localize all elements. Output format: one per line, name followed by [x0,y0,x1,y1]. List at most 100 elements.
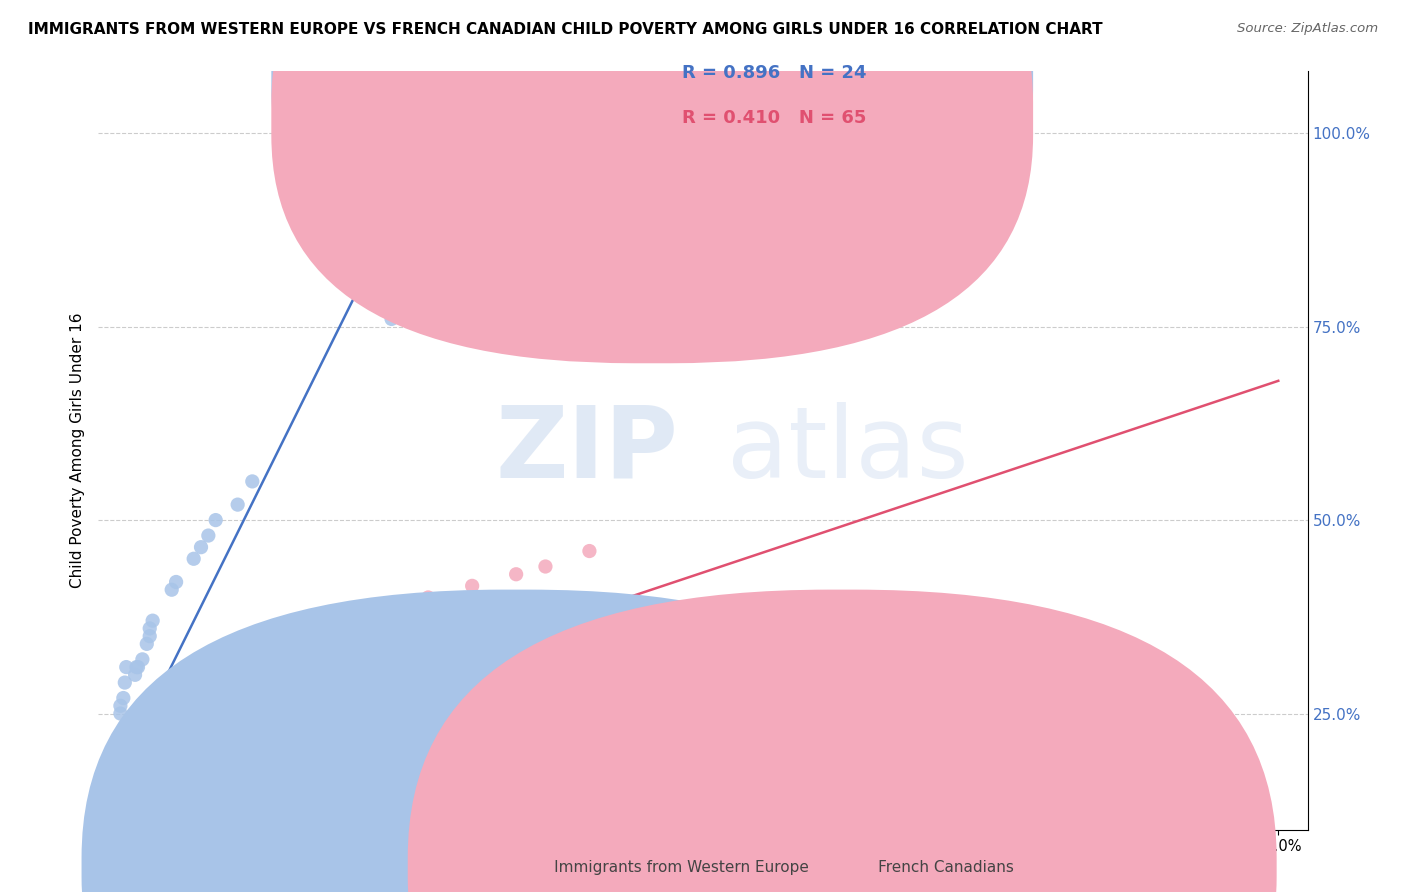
Point [180,703,202,717]
Text: R = 0.410   N = 65: R = 0.410 N = 65 [682,110,868,128]
Point [156,722,179,736]
Point [131,652,153,666]
Point [142,614,165,628]
Point [110,698,132,713]
Point [204,683,226,698]
Y-axis label: Child Poverty Among Girls Under 16: Child Poverty Among Girls Under 16 [69,313,84,588]
Point [165,574,187,589]
Point [226,675,249,690]
Point [120,761,142,775]
Point [226,668,249,682]
Point [114,780,136,794]
Point [240,660,263,674]
Point [343,621,366,635]
Point [125,660,148,674]
Point [122,768,145,782]
Point [124,768,146,782]
Point [240,664,263,678]
Point [110,706,132,721]
Point [135,749,157,764]
Point [135,637,157,651]
Point [388,296,411,310]
Text: Source: ZipAtlas.com: Source: ZipAtlas.com [1237,22,1378,36]
Point [101,776,124,790]
FancyBboxPatch shape [271,0,1033,363]
FancyBboxPatch shape [408,590,1277,892]
Point [176,706,198,721]
Point [534,559,557,574]
Point [190,691,212,706]
Text: Immigrants from Western Europe: Immigrants from Western Europe [520,861,808,875]
Point [197,687,219,701]
Point [121,772,143,787]
Point [127,764,149,779]
Point [418,142,440,156]
Point [167,714,190,729]
Point [101,772,124,787]
Point [200,691,222,706]
Point [1047,780,1070,794]
Point [388,598,411,612]
Point [461,579,484,593]
Point [107,784,129,798]
Point [578,544,600,558]
Point [194,695,217,709]
FancyBboxPatch shape [613,33,932,155]
Point [138,738,160,752]
Point [94,768,117,782]
Point [138,745,160,759]
Point [101,772,124,787]
Point [110,780,132,794]
Point [197,528,219,542]
Point [118,764,141,779]
Point [212,680,235,694]
Point [170,710,193,724]
Point [165,718,187,732]
Point [142,733,165,747]
Point [754,780,776,794]
Point [124,668,146,682]
Point [380,312,402,326]
Point [160,726,183,740]
Text: ZIP: ZIP [496,402,679,499]
Point [127,660,149,674]
Point [138,629,160,643]
Point [124,761,146,775]
Point [153,726,176,740]
FancyBboxPatch shape [271,0,1033,318]
Point [681,780,703,794]
Point [186,695,208,709]
Point [94,776,117,790]
Text: IMMIGRANTS FROM WESTERN EUROPE VS FRENCH CANADIAN CHILD POVERTY AMONG GIRLS UNDE: IMMIGRANTS FROM WESTERN EUROPE VS FRENCH… [28,22,1102,37]
Point [359,614,381,628]
Point [315,629,337,643]
Point [117,776,139,790]
Point [112,776,135,790]
Point [146,738,169,752]
Point [117,768,139,782]
Point [974,780,997,794]
Point [240,475,263,489]
Point [204,513,226,527]
Text: atlas: atlas [727,402,969,499]
Point [505,567,527,582]
Point [129,756,152,771]
Point [107,776,129,790]
Point [94,780,117,794]
Point [183,551,205,566]
Point [94,780,117,794]
Point [226,498,249,512]
Point [138,621,160,635]
Text: R = 0.896   N = 24: R = 0.896 N = 24 [682,64,868,82]
Point [114,675,136,690]
Point [190,540,212,554]
Point [131,749,153,764]
Point [285,645,308,659]
Point [183,698,205,713]
Point [418,591,440,605]
Point [256,652,278,666]
Text: French Canadians: French Canadians [844,861,1014,875]
Point [101,780,124,794]
Point [110,764,132,779]
Point [160,582,183,597]
